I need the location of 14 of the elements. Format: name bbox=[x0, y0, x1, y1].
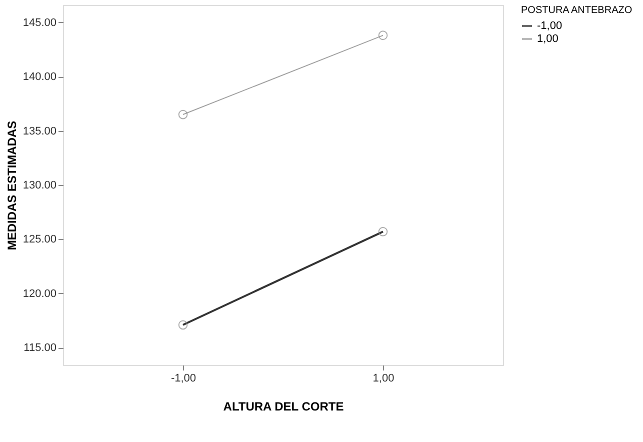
legend-label: 1,00 bbox=[537, 33, 558, 45]
y-tick-label: 125.00 bbox=[22, 234, 56, 246]
point bbox=[378, 30, 388, 40]
y-tick-label: 115.00 bbox=[24, 342, 56, 354]
legend-label: -1,00 bbox=[537, 20, 562, 32]
point bbox=[178, 110, 188, 120]
y-axis-title: MEDIDAS ESTIMADAS bbox=[4, 120, 19, 250]
x-axis-title: ALTURA DEL CORTE bbox=[223, 400, 344, 414]
y-tick-label: 135.00 bbox=[22, 125, 56, 138]
y-tick-label: 145.00 bbox=[22, 16, 56, 29]
y-tick-label: 120.00 bbox=[22, 288, 56, 300]
legend-title: POSTURA ANTEBRAZO bbox=[521, 5, 632, 16]
y-tick-label: 130.00 bbox=[22, 180, 56, 192]
y-tick-label: 140.00 bbox=[22, 71, 56, 84]
